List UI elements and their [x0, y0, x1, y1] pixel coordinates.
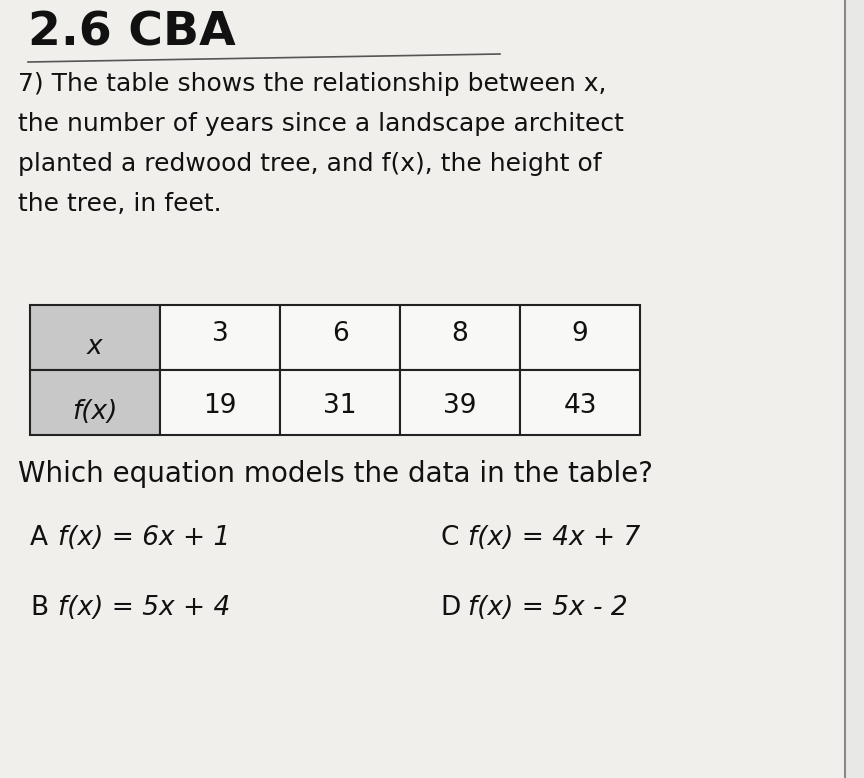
- Text: A: A: [30, 525, 48, 551]
- Text: 6: 6: [332, 321, 348, 347]
- Text: f(x) = 5x + 4: f(x) = 5x + 4: [58, 595, 230, 621]
- Text: 43: 43: [563, 393, 597, 419]
- Bar: [520, 370, 640, 435]
- Bar: [30, 370, 160, 435]
- Text: 7) The table shows the relationship between x,: 7) The table shows the relationship betw…: [18, 72, 607, 96]
- Bar: [160, 305, 280, 370]
- Bar: [400, 370, 520, 435]
- Text: x: x: [87, 335, 103, 360]
- Bar: [400, 305, 520, 370]
- Text: 8: 8: [452, 321, 468, 347]
- Text: 9: 9: [572, 321, 588, 347]
- Bar: [30, 305, 160, 370]
- Bar: [520, 305, 640, 370]
- Bar: [280, 305, 400, 370]
- Text: f(x) = 4x + 7: f(x) = 4x + 7: [468, 525, 640, 551]
- Text: the tree, in feet.: the tree, in feet.: [18, 192, 222, 216]
- Text: f(x): f(x): [73, 399, 118, 426]
- Text: 3: 3: [212, 321, 228, 347]
- Text: 39: 39: [443, 393, 477, 419]
- Text: 19: 19: [203, 393, 237, 419]
- Text: Which equation models the data in the table?: Which equation models the data in the ta…: [18, 460, 653, 488]
- Text: 31: 31: [323, 393, 357, 419]
- Text: B: B: [30, 595, 48, 621]
- Text: 2.6 CBA: 2.6 CBA: [28, 10, 236, 55]
- Text: C: C: [440, 525, 459, 551]
- Text: planted a redwood tree, and f(x), the height of: planted a redwood tree, and f(x), the he…: [18, 152, 601, 176]
- Bar: [280, 370, 400, 435]
- Bar: [160, 370, 280, 435]
- Text: the number of years since a landscape architect: the number of years since a landscape ar…: [18, 112, 624, 136]
- Text: D: D: [440, 595, 461, 621]
- Text: f(x) = 5x - 2: f(x) = 5x - 2: [468, 595, 627, 621]
- Text: f(x) = 6x + 1: f(x) = 6x + 1: [58, 525, 230, 551]
